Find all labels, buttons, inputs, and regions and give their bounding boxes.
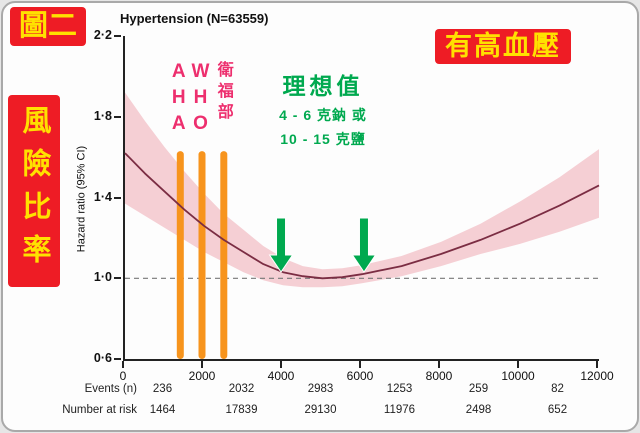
x-tick-mark-3 — [359, 361, 361, 368]
ideal-value-salt-line: 10 - 15 克鹽 — [280, 131, 366, 147]
ideal-arrow-2 — [351, 217, 377, 273]
y-tick-label-1: 1·8 — [93, 108, 112, 123]
x-tick-mark-4 — [438, 361, 440, 368]
risk-ratio-badge: 風險比率 — [8, 95, 60, 287]
x-tick-label-4: 8000 — [425, 369, 453, 383]
ideal-value-sodium-line: 4 - 6 克鈉 或 — [279, 107, 367, 123]
table-cell-at-risk-4: 2498 — [465, 404, 492, 416]
guideline-bar-who — [198, 151, 206, 359]
y-tick-label-0: 2·2 — [93, 28, 112, 42]
hazard-ratio-chart — [123, 36, 600, 361]
guideline-bar-aha — [176, 151, 184, 359]
x-tick-label-6: 12000 — [580, 369, 614, 383]
y-tick-label-4: 0·6 — [93, 351, 112, 365]
table-cell-at-risk-2: 29130 — [304, 404, 337, 416]
y-tick-label-3: 1·0 — [93, 270, 112, 285]
table-cell-events-1: 2032 — [228, 383, 255, 395]
x-tick-label-1: 2000 — [188, 369, 216, 383]
guideline-label-aha: AHA — [168, 61, 190, 139]
table-cell-at-risk-3: 11976 — [383, 404, 416, 416]
y-tick-mark-2 — [114, 196, 121, 199]
confidence-interval-band — [125, 92, 599, 288]
table-cell-events-5: 82 — [551, 383, 564, 395]
y-tick-label-2: 1·4 — [93, 189, 112, 204]
y-tick-mark-3 — [114, 277, 121, 280]
figure-number-badge: 圖二 — [10, 7, 87, 47]
table-cell-events-2: 2983 — [307, 383, 334, 395]
table-row-label-events: Events (n) — [84, 383, 137, 395]
x-tick-label-2: 4000 — [267, 369, 295, 383]
ideal-value-title: 理想值 — [282, 73, 364, 99]
x-tick-mark-0 — [122, 361, 124, 368]
table-cell-at-risk-0: 1464 — [149, 404, 176, 416]
guideline-label-mohw: 衛福部 — [214, 61, 232, 124]
x-tick-label-0: 0 — [119, 369, 127, 383]
hazard-ratio-curve — [124, 152, 600, 280]
table-row-label-at-risk: Number at risk — [62, 404, 137, 416]
table-cell-events-4: 259 — [468, 383, 489, 395]
table-cell-events-3: 1253 — [386, 383, 413, 395]
chart-title: Hypertension (N=63559) — [120, 11, 269, 26]
x-tick-mark-5 — [517, 361, 519, 368]
table-cell-events-0: 236 — [152, 383, 173, 395]
y-tick-mark-1 — [114, 115, 121, 118]
guideline-label-who: WHO — [190, 61, 212, 139]
y-tick-mark-0 — [114, 35, 121, 37]
y-tick-mark-4 — [114, 358, 121, 360]
x-tick-mark-2 — [280, 361, 282, 368]
condition-badge: 有高血壓 — [435, 29, 571, 65]
x-tick-label-3: 6000 — [346, 369, 374, 383]
x-tick-mark-6 — [596, 361, 598, 368]
x-tick-mark-1 — [201, 361, 203, 368]
x-tick-label-5: 10000 — [501, 369, 535, 383]
ideal-arrow-1 — [268, 217, 294, 273]
table-cell-at-risk-5: 652 — [547, 404, 568, 416]
ideal-value-annotation: 理想值 4 - 6 克鈉 或 10 - 15 克鹽 — [253, 67, 393, 149]
guideline-bar-mohw — [220, 151, 228, 359]
table-cell-at-risk-1: 17839 — [225, 404, 258, 416]
